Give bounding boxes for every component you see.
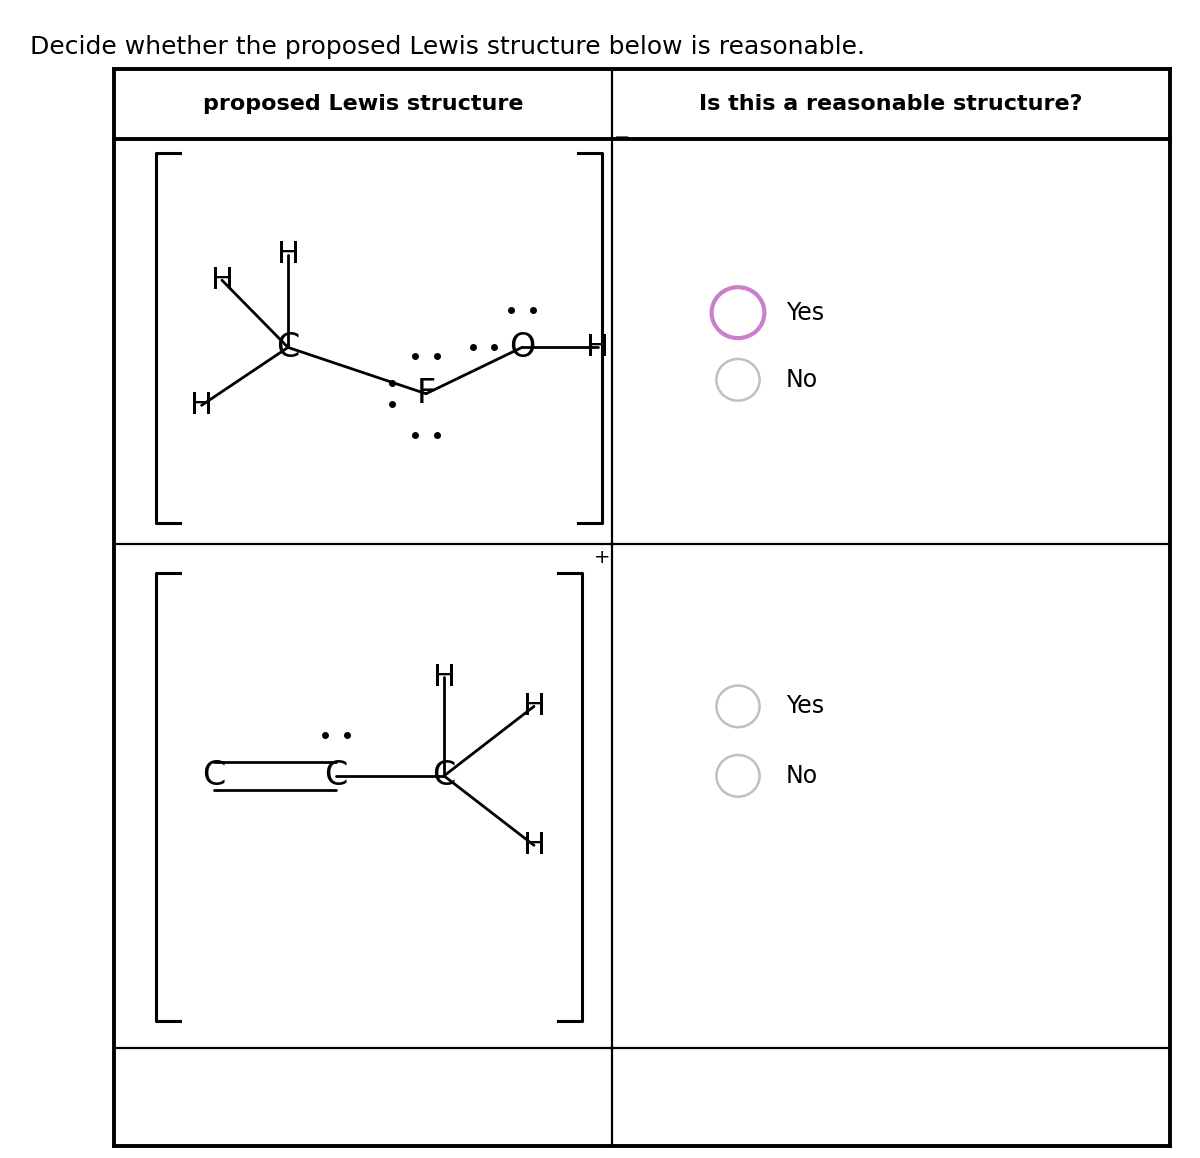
Text: C: C [276,331,300,364]
Text: Is this a reasonable structure?: Is this a reasonable structure? [700,94,1082,115]
Text: No: No [786,368,818,391]
Text: C: C [324,760,348,792]
Text: H: H [190,390,214,420]
Text: Yes: Yes [786,301,824,324]
Text: H: H [210,265,234,295]
Text: H: H [276,240,300,270]
Text: H: H [522,691,546,721]
Text: +: + [594,549,611,567]
Text: −: − [614,129,631,147]
Text: Yes: Yes [786,695,824,718]
Text: H: H [432,662,456,692]
Text: H: H [522,830,546,860]
Text: H: H [586,332,610,362]
Text: No: No [786,764,818,787]
Text: proposed Lewis structure: proposed Lewis structure [203,94,523,115]
Text: Decide whether the proposed Lewis structure below is reasonable.: Decide whether the proposed Lewis struct… [30,35,865,59]
Text: O: O [509,331,535,364]
Text: C: C [432,760,456,792]
Text: C: C [202,760,226,792]
Text: F: F [416,378,436,410]
